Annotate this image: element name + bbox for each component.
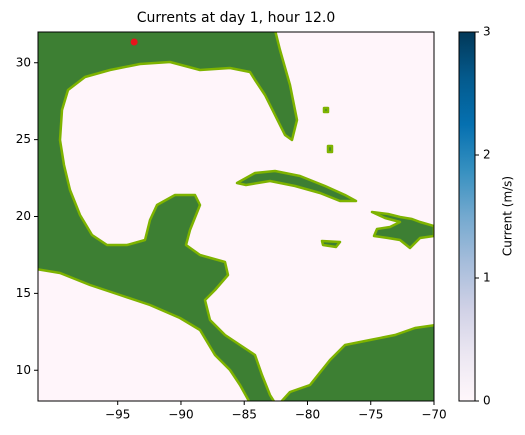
x-tick-label: −80 (295, 408, 320, 422)
south-america (280, 324, 434, 401)
map-area (38, 32, 434, 401)
cuba (235, 169, 358, 203)
colorbar-tick-label: 0 (483, 394, 491, 408)
x-tick-label: −95 (105, 408, 130, 422)
location-marker (130, 38, 138, 46)
colorbar (458, 31, 476, 402)
colorbar-tick-label: 3 (483, 25, 491, 39)
chart-title: Currents at day 1, hour 12.0 (137, 10, 336, 26)
y-tick-label: 20 (16, 209, 31, 223)
x-tick-label: −85 (232, 408, 257, 422)
y-tick-label: 30 (16, 55, 31, 69)
jamaica (320, 239, 342, 249)
y-tick-label: 25 (16, 132, 31, 146)
bahamas (322, 106, 334, 154)
x-tick-label: −75 (358, 408, 383, 422)
hispaniola (370, 210, 434, 250)
y-tick-label: 15 (16, 286, 31, 300)
y-tick-label: 10 (16, 363, 31, 377)
x-tick-label: −70 (421, 408, 446, 422)
colorbar-label: Current (m/s) (501, 176, 515, 256)
colorbar-tick-label: 1 (483, 271, 491, 285)
x-tick-label: −90 (168, 408, 193, 422)
colorbar-tick-label: 2 (483, 148, 491, 162)
north-central-america (38, 32, 299, 401)
